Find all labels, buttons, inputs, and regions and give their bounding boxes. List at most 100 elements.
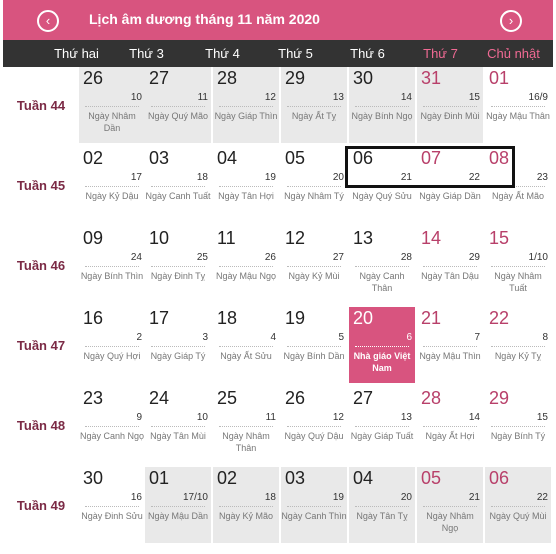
solar-date: 30: [83, 468, 104, 488]
can-chi-day: Ngày Tân Tỵ: [356, 511, 408, 521]
day-cell[interactable]: 21 7 Ngày Mậu Thìn: [417, 307, 483, 383]
day-cell[interactable]: 09 24 Ngày Bính Thìn: [79, 227, 145, 303]
next-month-button[interactable]: ›: [500, 10, 522, 32]
day-cell[interactable]: 30 14 Ngày Bính Ngọ: [349, 67, 415, 143]
solar-date: 01: [489, 68, 510, 88]
can-chi-day: Ngày Tân Mùi: [150, 431, 206, 441]
solar-date: 30: [353, 68, 374, 88]
lunar-date: 4: [270, 332, 276, 343]
holiday-name: Nhà giáo Việt Nam: [353, 351, 411, 373]
cell-divider: [219, 506, 273, 507]
day-cell[interactable]: 03 19 Ngày Canh Thìn: [281, 467, 347, 543]
can-chi-day: Ngày Quý Sửu: [352, 191, 412, 201]
holiday-day-cell[interactable]: 20 6 Nhà giáo Việt Nam: [349, 307, 415, 383]
lunar-date: 15: [468, 92, 480, 103]
day-cell[interactable]: 18 4 Ngày Ất Sửu: [213, 307, 279, 383]
cell-divider: [151, 346, 205, 347]
cell-divider: [85, 506, 139, 507]
solar-date: 19: [285, 308, 306, 328]
solar-date: 27: [149, 68, 170, 88]
weekday-label: Thứ 4: [205, 46, 240, 61]
solar-date: 26: [285, 388, 306, 408]
day-cell[interactable]: 19 5 Ngày Bính Dần: [281, 307, 347, 383]
day-cell[interactable]: 08 23 Ngày Ất Mão: [485, 147, 551, 223]
lunar-date: 9: [136, 412, 142, 423]
solar-date: 13: [353, 228, 374, 248]
cell-divider: [423, 266, 477, 267]
cell-divider: [355, 346, 409, 347]
lunar-date: 24: [130, 252, 142, 263]
cell-divider: [491, 106, 545, 107]
day-cell[interactable]: 06 22 Ngày Quý Mùi: [485, 467, 551, 543]
prev-month-button[interactable]: ‹: [37, 10, 59, 32]
day-cell[interactable]: 16 2 Ngày Quý Hợi: [79, 307, 145, 383]
solar-date: 29: [489, 388, 510, 408]
day-cell[interactable]: 27 13 Ngày Giáp Tuất: [349, 387, 415, 463]
solar-date: 04: [217, 148, 238, 168]
can-chi-day: Ngày Mậu Thìn: [419, 351, 481, 361]
cell-divider: [287, 346, 341, 347]
day-cell[interactable]: 23 9 Ngày Canh Ngọ: [79, 387, 145, 463]
lunar-date: 10: [130, 92, 142, 103]
can-chi-day: Ngày Mậu Dần: [147, 511, 209, 521]
day-cell[interactable]: 11 26 Ngày Mậu Ngọ: [213, 227, 279, 303]
cell-divider: [219, 346, 273, 347]
day-cell[interactable]: 30 16 Ngày Đinh Sửu: [79, 467, 145, 543]
day-cell[interactable]: 26 10 Ngày Nhâm Dần: [79, 67, 145, 143]
can-chi-day: Ngày Canh Ngọ: [79, 431, 145, 441]
day-cell[interactable]: 26 12 Ngày Quý Dậu: [281, 387, 347, 463]
day-cell[interactable]: 31 15 Ngày Đinh Mùi: [417, 67, 483, 143]
day-cell[interactable]: 04 20 Ngày Tân Tỵ: [349, 467, 415, 543]
solar-date: 01: [149, 468, 170, 488]
week-number-label: Tuần 45: [16, 178, 66, 193]
can-chi-day: Ngày Kỷ Mão: [218, 511, 274, 521]
solar-date: 24: [149, 388, 170, 408]
day-cell[interactable]: 15 1/10 Ngày Nhâm Tuất: [485, 227, 551, 303]
cell-divider: [423, 346, 477, 347]
lunar-date: 13: [332, 92, 344, 103]
day-cell[interactable]: 27 11 Ngày Quý Mão: [145, 67, 211, 143]
day-cell[interactable]: 05 20 Ngày Nhâm Tý: [281, 147, 347, 223]
day-cell[interactable]: 25 11 Ngày Nhâm Thân: [213, 387, 279, 463]
cell-divider: [287, 106, 341, 107]
day-cell[interactable]: 22 8 Ngày Kỷ Tỵ: [485, 307, 551, 383]
day-cell[interactable]: 29 15 Ngày Bính Tý: [485, 387, 551, 463]
day-cell[interactable]: 13 28 Ngày Canh Thân: [349, 227, 415, 303]
day-cell[interactable]: 01 17/10 Ngày Mậu Dần: [145, 467, 211, 543]
solar-date: 05: [285, 148, 306, 168]
day-cell[interactable]: 01 16/9 Ngày Mậu Thân: [485, 67, 551, 143]
day-cell[interactable]: 05 21 Ngày Nhâm Ngọ: [417, 467, 483, 543]
can-chi-day: Ngày Đinh Sửu: [81, 511, 143, 521]
selection-highlight: [345, 146, 515, 188]
day-cell[interactable]: 17 3 Ngày Giáp Tý: [145, 307, 211, 383]
solar-date: 17: [149, 308, 170, 328]
can-chi-day: Ngày Tân Dậu: [421, 271, 479, 281]
day-cell[interactable]: 02 17 Ngày Kỷ Dậu: [79, 147, 145, 223]
can-chi-day: Ngày Bính Ngọ: [351, 111, 413, 121]
solar-date: 23: [83, 388, 104, 408]
day-cell[interactable]: 24 10 Ngày Tân Mùi: [145, 387, 211, 463]
can-chi-day: Ngày Canh Thìn: [281, 511, 347, 521]
can-chi-day: Ngày Nhâm Thân: [222, 431, 270, 453]
solar-date: 02: [83, 148, 104, 168]
day-cell[interactable]: 28 12 Ngày Giáp Thìn: [213, 67, 279, 143]
day-cell[interactable]: 02 18 Ngày Kỷ Mão: [213, 467, 279, 543]
can-chi-day: Ngày Canh Tuất: [145, 191, 211, 201]
solar-date: 20: [353, 308, 374, 328]
day-cell[interactable]: 28 14 Ngày Ất Hợi: [417, 387, 483, 463]
cell-divider: [85, 346, 139, 347]
can-chi-day: Ngày Giáp Tuất: [350, 431, 414, 441]
weekday-label: Thứ 6: [350, 46, 385, 61]
solar-date: 14: [421, 228, 442, 248]
solar-date: 03: [285, 468, 306, 488]
cell-divider: [287, 506, 341, 507]
day-cell[interactable]: 04 19 Ngày Tân Hợi: [213, 147, 279, 223]
weekday-label: Chủ nhật: [487, 46, 540, 61]
day-cell[interactable]: 12 27 Ngày Kỷ Mùi: [281, 227, 347, 303]
day-cell[interactable]: 29 13 Ngày Ất Tỵ: [281, 67, 347, 143]
day-cell[interactable]: 10 25 Ngày Đinh Tỵ: [145, 227, 211, 303]
cell-divider: [287, 426, 341, 427]
day-cell[interactable]: 03 18 Ngày Canh Tuất: [145, 147, 211, 223]
day-cell[interactable]: 14 29 Ngày Tân Dậu: [417, 227, 483, 303]
lunar-date: 15: [536, 412, 548, 423]
